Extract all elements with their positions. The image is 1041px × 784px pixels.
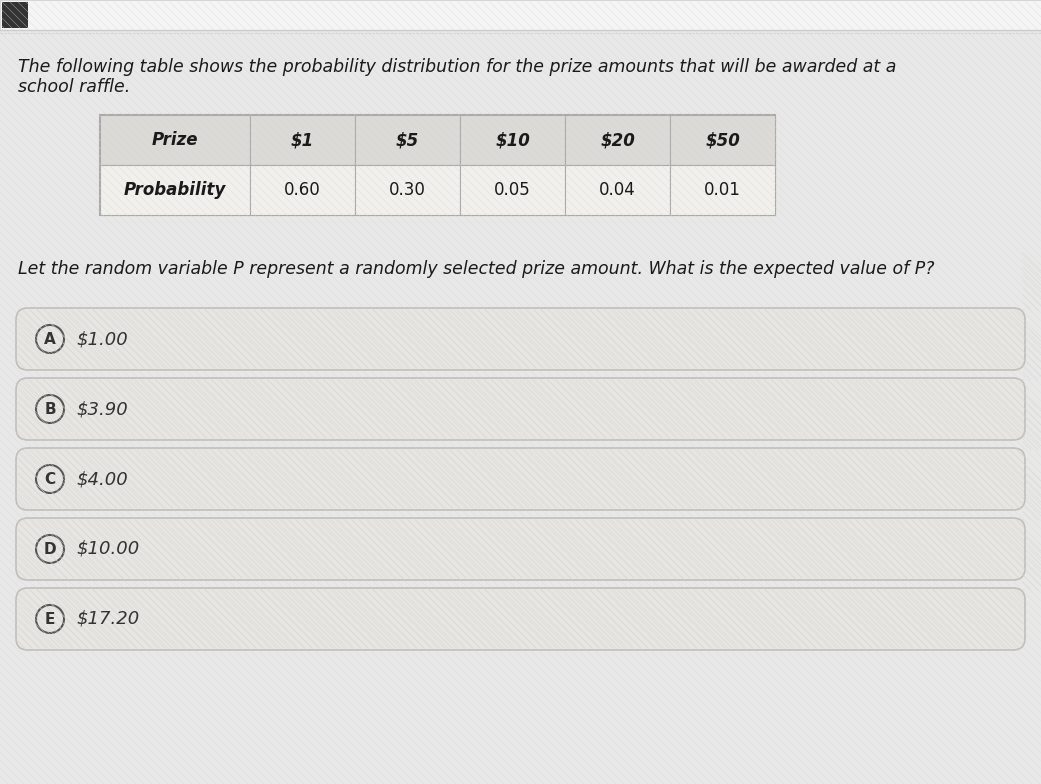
- FancyBboxPatch shape: [16, 448, 1025, 510]
- Text: $50: $50: [705, 131, 740, 149]
- Text: A: A: [44, 332, 56, 347]
- Circle shape: [36, 605, 64, 633]
- FancyBboxPatch shape: [16, 518, 1025, 580]
- Text: $3.90: $3.90: [76, 400, 128, 418]
- Circle shape: [36, 465, 64, 493]
- Text: $1: $1: [290, 131, 314, 149]
- Circle shape: [36, 395, 64, 423]
- FancyBboxPatch shape: [0, 0, 1041, 30]
- Text: 0.60: 0.60: [284, 181, 321, 199]
- Text: D: D: [44, 542, 56, 557]
- Text: $10.00: $10.00: [76, 540, 139, 558]
- FancyBboxPatch shape: [16, 588, 1025, 650]
- FancyBboxPatch shape: [460, 165, 565, 215]
- Text: $5: $5: [396, 131, 420, 149]
- Text: B: B: [44, 401, 56, 416]
- Circle shape: [36, 535, 64, 563]
- Text: The following table shows the probability distribution for the prize amounts tha: The following table shows the probabilit…: [18, 58, 896, 76]
- Text: 0.05: 0.05: [494, 181, 531, 199]
- Text: $1.00: $1.00: [76, 330, 128, 348]
- FancyBboxPatch shape: [460, 115, 565, 165]
- Text: $4.00: $4.00: [76, 470, 128, 488]
- FancyBboxPatch shape: [670, 115, 775, 165]
- FancyBboxPatch shape: [565, 165, 670, 215]
- FancyBboxPatch shape: [100, 115, 250, 165]
- Text: Probability: Probability: [124, 181, 226, 199]
- FancyBboxPatch shape: [16, 378, 1025, 440]
- FancyBboxPatch shape: [2, 2, 28, 28]
- Text: E: E: [45, 612, 55, 626]
- FancyBboxPatch shape: [16, 308, 1025, 370]
- Text: $17.20: $17.20: [76, 610, 139, 628]
- FancyBboxPatch shape: [565, 115, 670, 165]
- Text: Prize: Prize: [152, 131, 198, 149]
- Text: $10: $10: [496, 131, 530, 149]
- Text: Let the random variable P represent a randomly selected prize amount. What is th: Let the random variable P represent a ra…: [18, 260, 935, 278]
- FancyBboxPatch shape: [355, 115, 460, 165]
- FancyBboxPatch shape: [100, 165, 250, 215]
- FancyBboxPatch shape: [250, 165, 355, 215]
- FancyBboxPatch shape: [670, 165, 775, 215]
- Text: school raffle.: school raffle.: [18, 78, 130, 96]
- Text: 0.04: 0.04: [600, 181, 636, 199]
- FancyBboxPatch shape: [250, 115, 355, 165]
- Text: 0.01: 0.01: [704, 181, 741, 199]
- Text: 0.30: 0.30: [389, 181, 426, 199]
- Circle shape: [36, 325, 64, 353]
- Text: $20: $20: [600, 131, 635, 149]
- Text: C: C: [45, 471, 55, 487]
- FancyBboxPatch shape: [355, 165, 460, 215]
